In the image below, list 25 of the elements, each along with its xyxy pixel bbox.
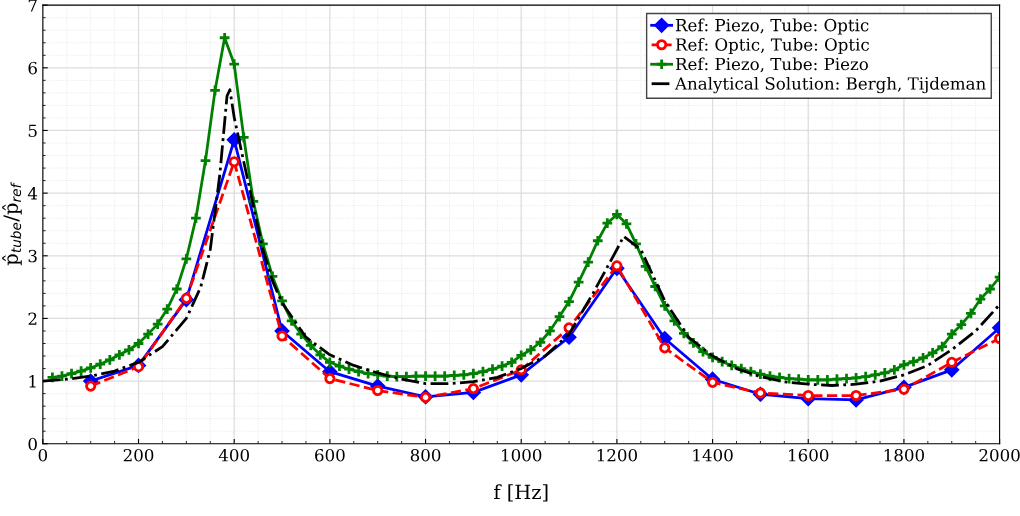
x-tick-label: 1000 <box>502 448 542 462</box>
x-axis-title: f [Hz] <box>494 484 548 502</box>
x-tick-label: 0 <box>38 448 48 462</box>
x-tick-label: 600 <box>315 448 345 462</box>
y-tick-label: 3 <box>28 249 37 263</box>
x-tick-label: 1600 <box>789 448 829 462</box>
y-tick-label: 4 <box>27 187 38 200</box>
x-tick-label: 400 <box>218 448 249 462</box>
y-tick-label: 2 <box>28 312 37 325</box>
x-tick-label: 200 <box>123 448 154 462</box>
y-tick-label: 1 <box>29 375 36 388</box>
y-tick-label: 6 <box>28 61 37 75</box>
x-tick-label: 2000 <box>979 448 1020 462</box>
x-tick-label: 1200 <box>597 448 637 462</box>
y-tick-label: 7 <box>28 0 37 12</box>
legend-label: Ref: Piezo, Tube: Piezo <box>675 57 868 73</box>
x-tick-label: 800 <box>410 448 441 462</box>
x-tick-label: 1800 <box>884 448 925 462</box>
legend-label: Ref: Piezo, Tube: Optic <box>675 18 869 35</box>
legend-label: Ref: Optic, Tube: Optic <box>675 37 869 55</box>
legend-label: Analytical Solution: Bergh, Tijdeman <box>674 76 986 94</box>
y-tick-label: 0 <box>28 437 37 451</box>
y-tick-label: 5 <box>28 124 37 138</box>
x-tick-label: 1400 <box>693 448 733 462</box>
y-axis-title: p̂$_{tube}$/p̂$_{ref}$ <box>2 181 22 266</box>
